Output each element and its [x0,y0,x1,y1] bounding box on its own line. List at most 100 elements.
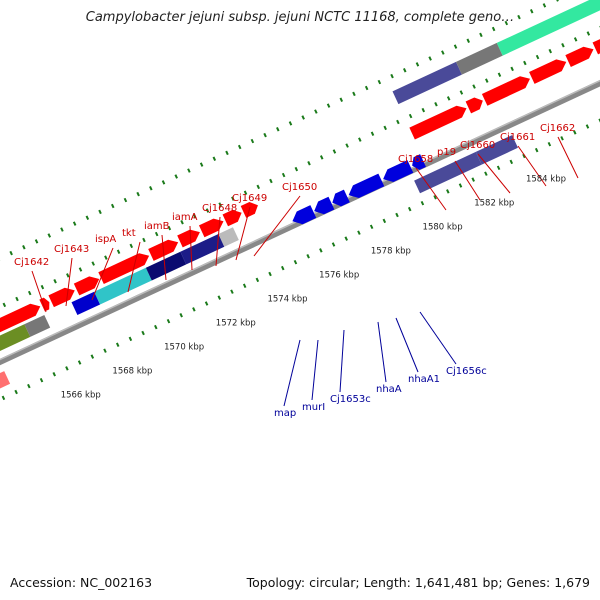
reverse-cds-arrow [412,154,426,170]
forward-tick [15,296,19,302]
upper-tick [428,56,432,61]
scale-tick [585,124,590,129]
upper-tick [110,203,115,209]
forward-cds-arrow [592,39,600,55]
reverse-gene-label: Cj1653c [330,394,371,405]
scale-tick [115,342,120,348]
scale-tick [306,254,310,259]
forward-tick [53,279,57,284]
upper-tick [479,32,483,38]
forward-gene-label: p19 [437,147,456,158]
scale-tick [369,224,374,230]
forward-tick [446,96,451,101]
upper-tick [301,115,305,120]
upper-tick [466,38,470,43]
forward-tick [459,90,464,95]
leader-line [339,329,345,393]
scale-tick [27,383,31,389]
upper-tick [123,197,128,203]
scale-tick [420,200,425,206]
scale-label: 1582 kbp [474,199,514,209]
scale-tick [1,395,6,401]
scale-tick [52,372,56,377]
upper-tick [250,138,255,144]
forward-cds-arrow [222,209,242,227]
forward-tick [116,249,121,254]
feature-block [218,227,239,247]
scale-tick [509,159,514,165]
forward-gene-label: ispA [95,234,116,245]
scale-tick [90,354,95,359]
reverse-cds-arrow [314,196,335,215]
forward-tick [370,131,375,136]
upper-tick [187,168,191,173]
forward-tick [78,267,83,272]
forward-tick [2,302,7,308]
upper-tick [364,85,369,91]
feature-block [414,151,482,194]
upper-tick [22,245,26,250]
scale-tick [230,289,234,294]
scale-tick [281,265,285,271]
scale-label: 1576 kbp [319,271,359,281]
forward-tick [142,237,146,243]
scale-label: 1578 kbp [371,247,411,257]
scale-tick [179,313,183,318]
leader-line [557,136,579,179]
forward-tick [510,66,514,72]
forward-tick [243,190,248,195]
forward-tick [485,78,489,83]
upper-tick [60,227,64,232]
scale-tick [471,177,475,182]
upper-tick [237,144,242,150]
forward-tick [91,261,95,266]
scale-tick [560,136,564,141]
scale-tick [192,307,196,312]
upper-tick [415,62,420,67]
scale-tick [217,295,222,300]
forward-tick [345,143,349,148]
leader-line [235,206,251,261]
scale-label: 1580 kbp [423,223,463,233]
leader-line [283,339,301,407]
forward-gene-label: Cj1660 [460,140,495,151]
forward-gene-label: Cj1642 [14,257,49,268]
upper-tick [339,97,344,102]
forward-cds-arrow [465,97,483,114]
upper-tick [352,91,356,97]
upper-tick [263,132,267,138]
forward-cds-arrow [198,218,224,238]
scale-tick [77,360,82,365]
feature-block [0,371,11,389]
leader-line [377,321,387,383]
scale-tick [395,212,399,218]
forward-cds-arrow [565,46,594,67]
upper-tick [149,186,153,191]
feature-block [475,135,518,165]
scale-tick [204,301,209,306]
leader-line [253,195,301,257]
scale-tick [293,259,298,265]
upper-tick [517,14,521,20]
upper-tick [85,215,90,220]
scale-tick [242,283,247,289]
scale-tick [547,141,552,147]
scale-label: 1574 kbp [267,295,307,305]
scale-tick [522,153,526,159]
scale-tick [166,318,171,324]
forward-tick [154,231,159,237]
forward-cds-arrow [48,287,75,308]
tick-layer [0,0,600,401]
scale-tick [344,236,348,241]
upper-tick [9,250,13,256]
forward-gene-label: Cj1643 [54,244,89,255]
forward-gene-label: Cj1658 [398,154,433,165]
leader-line [91,247,114,301]
upper-tick [491,26,496,32]
forward-tick [332,149,337,154]
upper-tick [199,162,204,167]
reverse-cds-arrow [348,173,385,199]
forward-gene-label: Cj1661 [500,132,535,143]
scale-tick [128,336,133,342]
forward-cds-arrow [409,105,467,140]
